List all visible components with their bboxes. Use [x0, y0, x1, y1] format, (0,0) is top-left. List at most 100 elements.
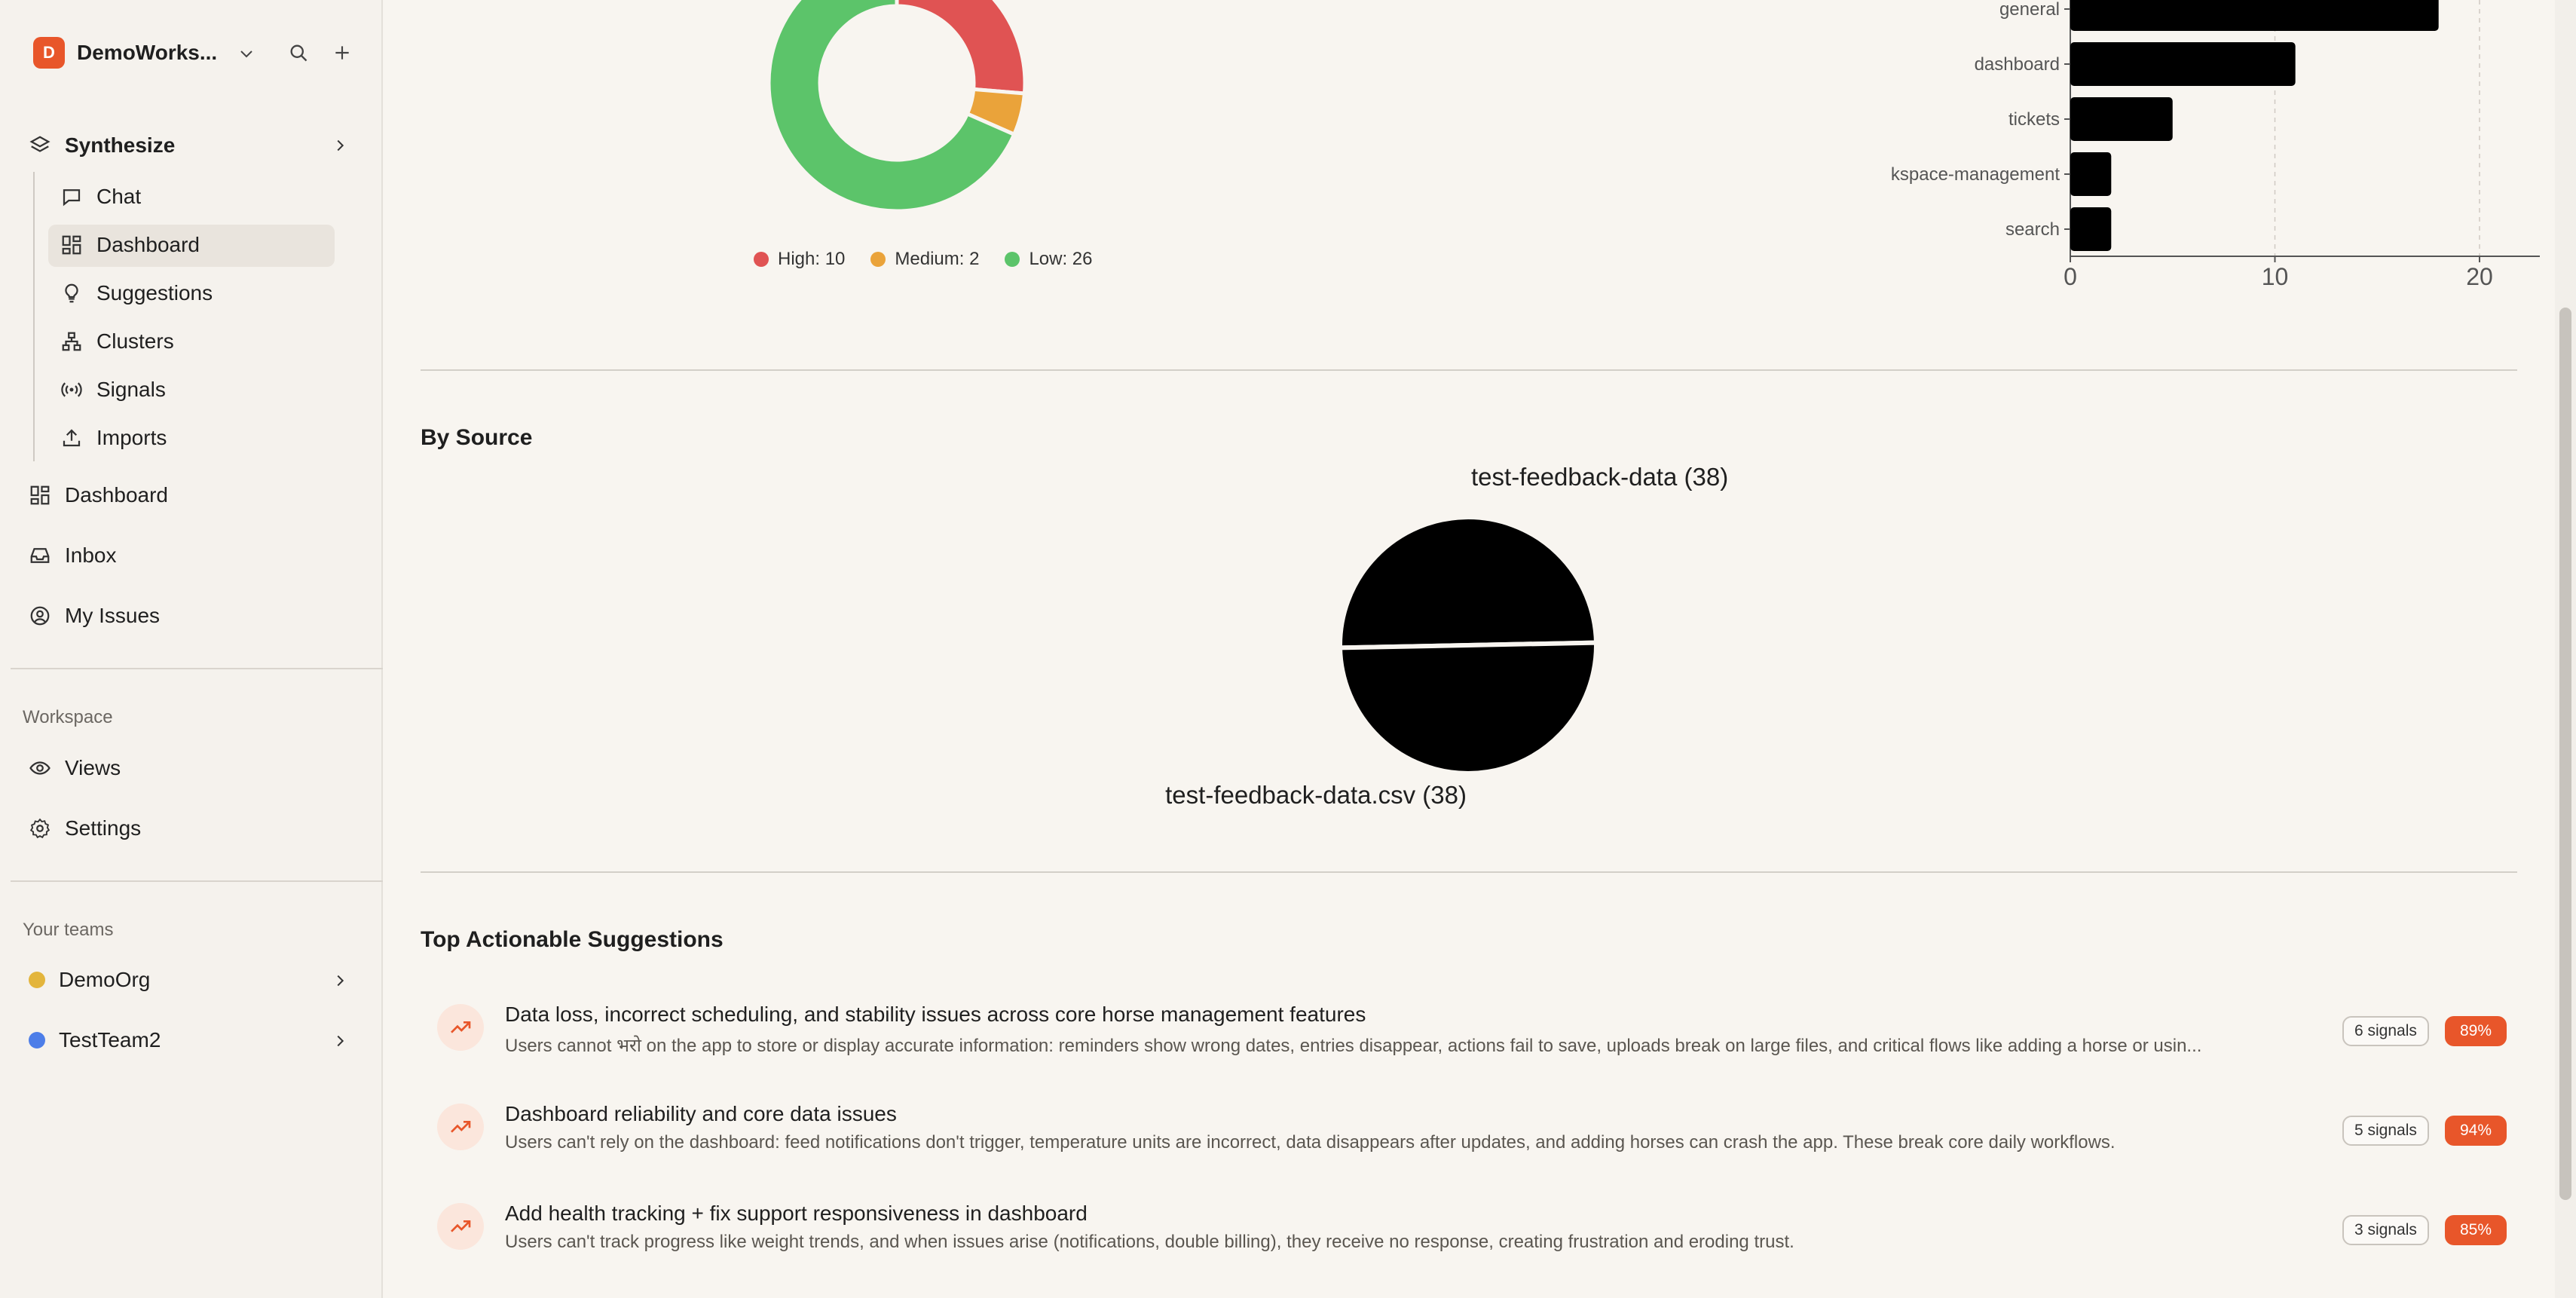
dashboard-icon: [27, 482, 53, 508]
sidebar-item-label: Dashboard: [65, 483, 168, 507]
donut-slice-low[interactable]: [766, 0, 1017, 213]
add-icon[interactable]: [329, 39, 356, 66]
signals-icon: [59, 377, 84, 403]
legend-dot: [1005, 252, 1020, 267]
legend-item-low: Low: 26: [1005, 249, 1093, 270]
sidebar-item-chat[interactable]: Chat: [59, 184, 141, 210]
divider: [11, 880, 383, 882]
legend-dot: [754, 252, 769, 267]
y-tick-label: search: [2005, 219, 2060, 240]
category-bar-chart: 010203040generaldashboardticketskspace-m…: [1891, 0, 2540, 290]
score-badge: 89%: [2445, 1016, 2507, 1046]
team-label: TestTeam2: [59, 1028, 161, 1052]
bar-dashboard[interactable]: [2070, 42, 2296, 86]
legend-item-medium: Medium: 2: [870, 249, 979, 270]
sidebar-item-label: Settings: [65, 816, 142, 840]
x-tick-label: 10: [2262, 263, 2289, 290]
priority-legend: High: 10 Medium: 2 Low: 26: [754, 249, 1118, 270]
divider: [11, 668, 383, 669]
x-tick-label: 20: [2466, 263, 2493, 290]
signals-badge: 6 signals: [2342, 1016, 2429, 1046]
y-tick-label: dashboard: [1975, 54, 2060, 75]
sidebar-item-imports[interactable]: Imports: [59, 425, 167, 451]
score-badge: 85%: [2445, 1215, 2507, 1245]
sidebar-item-dashboard-sub[interactable]: Dashboard: [59, 232, 200, 258]
clusters-icon: [59, 329, 84, 354]
teams-section-label: Your teams: [23, 920, 114, 940]
y-tick-label: general: [1999, 0, 2060, 20]
lightbulb-icon: [59, 280, 84, 306]
section-divider: [421, 369, 2517, 371]
score-badge: 94%: [2445, 1116, 2507, 1146]
sidebar-item-settings[interactable]: Settings: [27, 816, 141, 841]
sidebar-item-label: Suggestions: [96, 281, 213, 305]
user-circle-icon: [27, 603, 53, 629]
sidebar-item-label: Views: [65, 756, 121, 779]
sidebar-item-dashboard[interactable]: Dashboard: [27, 482, 168, 508]
sidebar-item-label: Dashboard: [96, 233, 200, 256]
sidebar-item-label: Clusters: [96, 329, 174, 353]
legend-label: High: 10: [778, 249, 846, 269]
sidebar-item-inbox[interactable]: Inbox: [27, 543, 117, 568]
team-color-dot: [29, 1032, 45, 1049]
legend-item-high: High: 10: [754, 249, 845, 270]
pie-label: test-feedback-data (38): [1471, 467, 1728, 491]
y-tick-label: tickets: [2008, 109, 2060, 130]
chevron-right-icon[interactable]: [329, 1030, 351, 1052]
pie-slice[interactable]: [1338, 515, 1599, 651]
team-color-dot: [29, 972, 45, 988]
suggestion-title: Add health tracking + fix support respon…: [505, 1202, 1088, 1225]
search-icon[interactable]: [285, 39, 312, 66]
workspace-switcher[interactable]: D DemoWorks...: [33, 35, 258, 71]
chevron-down-icon[interactable]: [234, 41, 259, 66]
priority-donut-chart: [766, 0, 1027, 213]
x-tick-label: 0: [2064, 263, 2077, 290]
sidebar-item-label: Signals: [96, 378, 166, 401]
inbox-icon: [27, 543, 53, 568]
active-highlight: [48, 225, 335, 267]
suggestion-item[interactable]: Dashboard reliability and core data issu…: [437, 1102, 2517, 1177]
suggestions-title: Top Actionable Suggestions: [421, 927, 724, 952]
suggestion-title: Dashboard reliability and core data issu…: [505, 1102, 897, 1125]
pie-label: test-feedback-data.csv (38): [1165, 781, 1467, 809]
suggestion-description: Users can't track progress like weight t…: [505, 1232, 1794, 1252]
scrollbar[interactable]: [2555, 0, 2576, 1298]
sidebar-item-suggestions[interactable]: Suggestions: [59, 280, 213, 306]
main-content: High: 10 Medium: 2 Low: 26 010203040gene…: [384, 0, 2555, 1298]
trending-up-icon: [437, 1004, 484, 1051]
workspace-logo: D: [33, 37, 65, 69]
sidebar-item-clusters[interactable]: Clusters: [59, 329, 174, 354]
bar-kspace-management[interactable]: [2070, 152, 2112, 196]
suggestion-description: Users can't rely on the dashboard: feed …: [505, 1132, 2116, 1153]
chevron-right-icon[interactable]: [329, 969, 351, 992]
suggestion-item[interactable]: Add health tracking + fix support respon…: [437, 1202, 2517, 1277]
sidebar-item-signals[interactable]: Signals: [59, 377, 166, 403]
bar-search[interactable]: [2070, 207, 2112, 251]
bar-tickets[interactable]: [2070, 97, 2173, 141]
pie-slice[interactable]: [1337, 640, 1599, 776]
trending-up-icon: [437, 1104, 484, 1150]
suggestion-title: Data loss, incorrect scheduling, and sta…: [505, 1003, 1366, 1026]
chevron-right-icon[interactable]: [329, 134, 351, 157]
upload-icon: [59, 425, 84, 451]
sidebar-item-label: Chat: [96, 185, 142, 208]
sidebar-team-demoorg[interactable]: DemoOrg: [29, 968, 150, 992]
donut-slice-high[interactable]: [895, 0, 1027, 96]
legend-label: Medium: 2: [895, 249, 980, 269]
sidebar: D DemoWorks... Synthesize Chat Dashboard: [0, 0, 383, 1298]
suggestion-item[interactable]: Data loss, incorrect scheduling, and sta…: [437, 1003, 2517, 1078]
trending-up-icon: [437, 1203, 484, 1250]
bar-general[interactable]: [2070, 0, 2439, 31]
sidebar-item-label: Synthesize: [65, 133, 176, 157]
sidebar-item-views[interactable]: Views: [27, 755, 121, 781]
sidebar-item-my-issues[interactable]: My Issues: [27, 603, 160, 629]
scrollbar-thumb[interactable]: [2559, 308, 2571, 1200]
sidebar-team-testteam2[interactable]: TestTeam2: [29, 1028, 161, 1052]
sidebar-item-synthesize[interactable]: Synthesize: [27, 133, 175, 158]
sidebar-item-label: My Issues: [65, 604, 161, 627]
legend-label: Low: 26: [1029, 249, 1093, 269]
source-pie-chart: test-feedback-data (38) test-feedback-dat…: [1165, 467, 1728, 809]
workspace-section-label: Workspace: [23, 707, 113, 727]
signals-badge: 5 signals: [2342, 1116, 2429, 1146]
eye-icon: [27, 755, 53, 781]
